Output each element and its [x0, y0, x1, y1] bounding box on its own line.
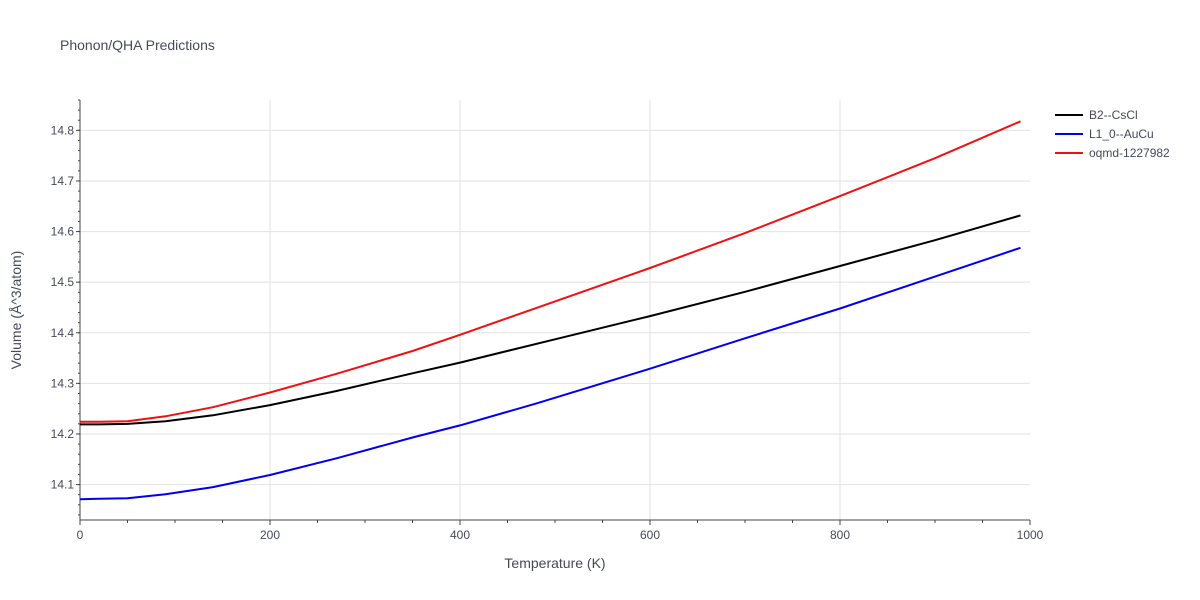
- y-tick-label: 14.5: [51, 275, 75, 289]
- y-tick-label: 14.8: [51, 123, 75, 137]
- y-tick-label: 14.2: [51, 427, 75, 441]
- y-axis-title: Volume (Å^3/atom): [8, 251, 24, 370]
- axes: [76, 99, 1031, 525]
- y-tick-label: 14.3: [51, 376, 75, 390]
- legend-item[interactable]: B2--CsCl: [1055, 108, 1138, 122]
- legend-item[interactable]: oqmd-1227982: [1055, 146, 1170, 160]
- x-tick-label: 600: [640, 528, 660, 542]
- x-tick-label: 0: [77, 528, 84, 542]
- series-lines: [79, 120, 1021, 501]
- legend-item[interactable]: L1_0--AuCu: [1055, 127, 1154, 141]
- series-line-2: [80, 120, 1021, 423]
- legend-label: oqmd-1227982: [1089, 146, 1170, 160]
- legend-label: L1_0--AuCu: [1089, 127, 1154, 141]
- grid-lines: [80, 100, 1030, 520]
- series-line-1: [79, 246, 1021, 501]
- series-line-0: [80, 214, 1021, 426]
- x-axis-title: Temperature (K): [504, 555, 605, 571]
- legend[interactable]: B2--CsCl L1_0--AuCu oqmd-1227982: [1055, 108, 1170, 160]
- x-tick-label: 1000: [1017, 528, 1044, 542]
- y-tick-label: 14.1: [51, 478, 75, 492]
- legend-label: B2--CsCl: [1089, 108, 1138, 122]
- tick-labels: 14.1 14.2 14.3 14.4 14.5 14.6 14.7 14.8 0 200 400 6…: [51, 123, 1044, 542]
- y-tick-label: 14.4: [51, 326, 75, 340]
- chart-title: Phonon/QHA Predictions: [60, 37, 215, 53]
- x-tick-label: 400: [450, 528, 470, 542]
- y-tick-label: 14.7: [51, 174, 75, 188]
- y-tick-label: 14.6: [51, 225, 75, 239]
- x-tick-label: 200: [260, 528, 280, 542]
- x-tick-label: 800: [830, 528, 850, 542]
